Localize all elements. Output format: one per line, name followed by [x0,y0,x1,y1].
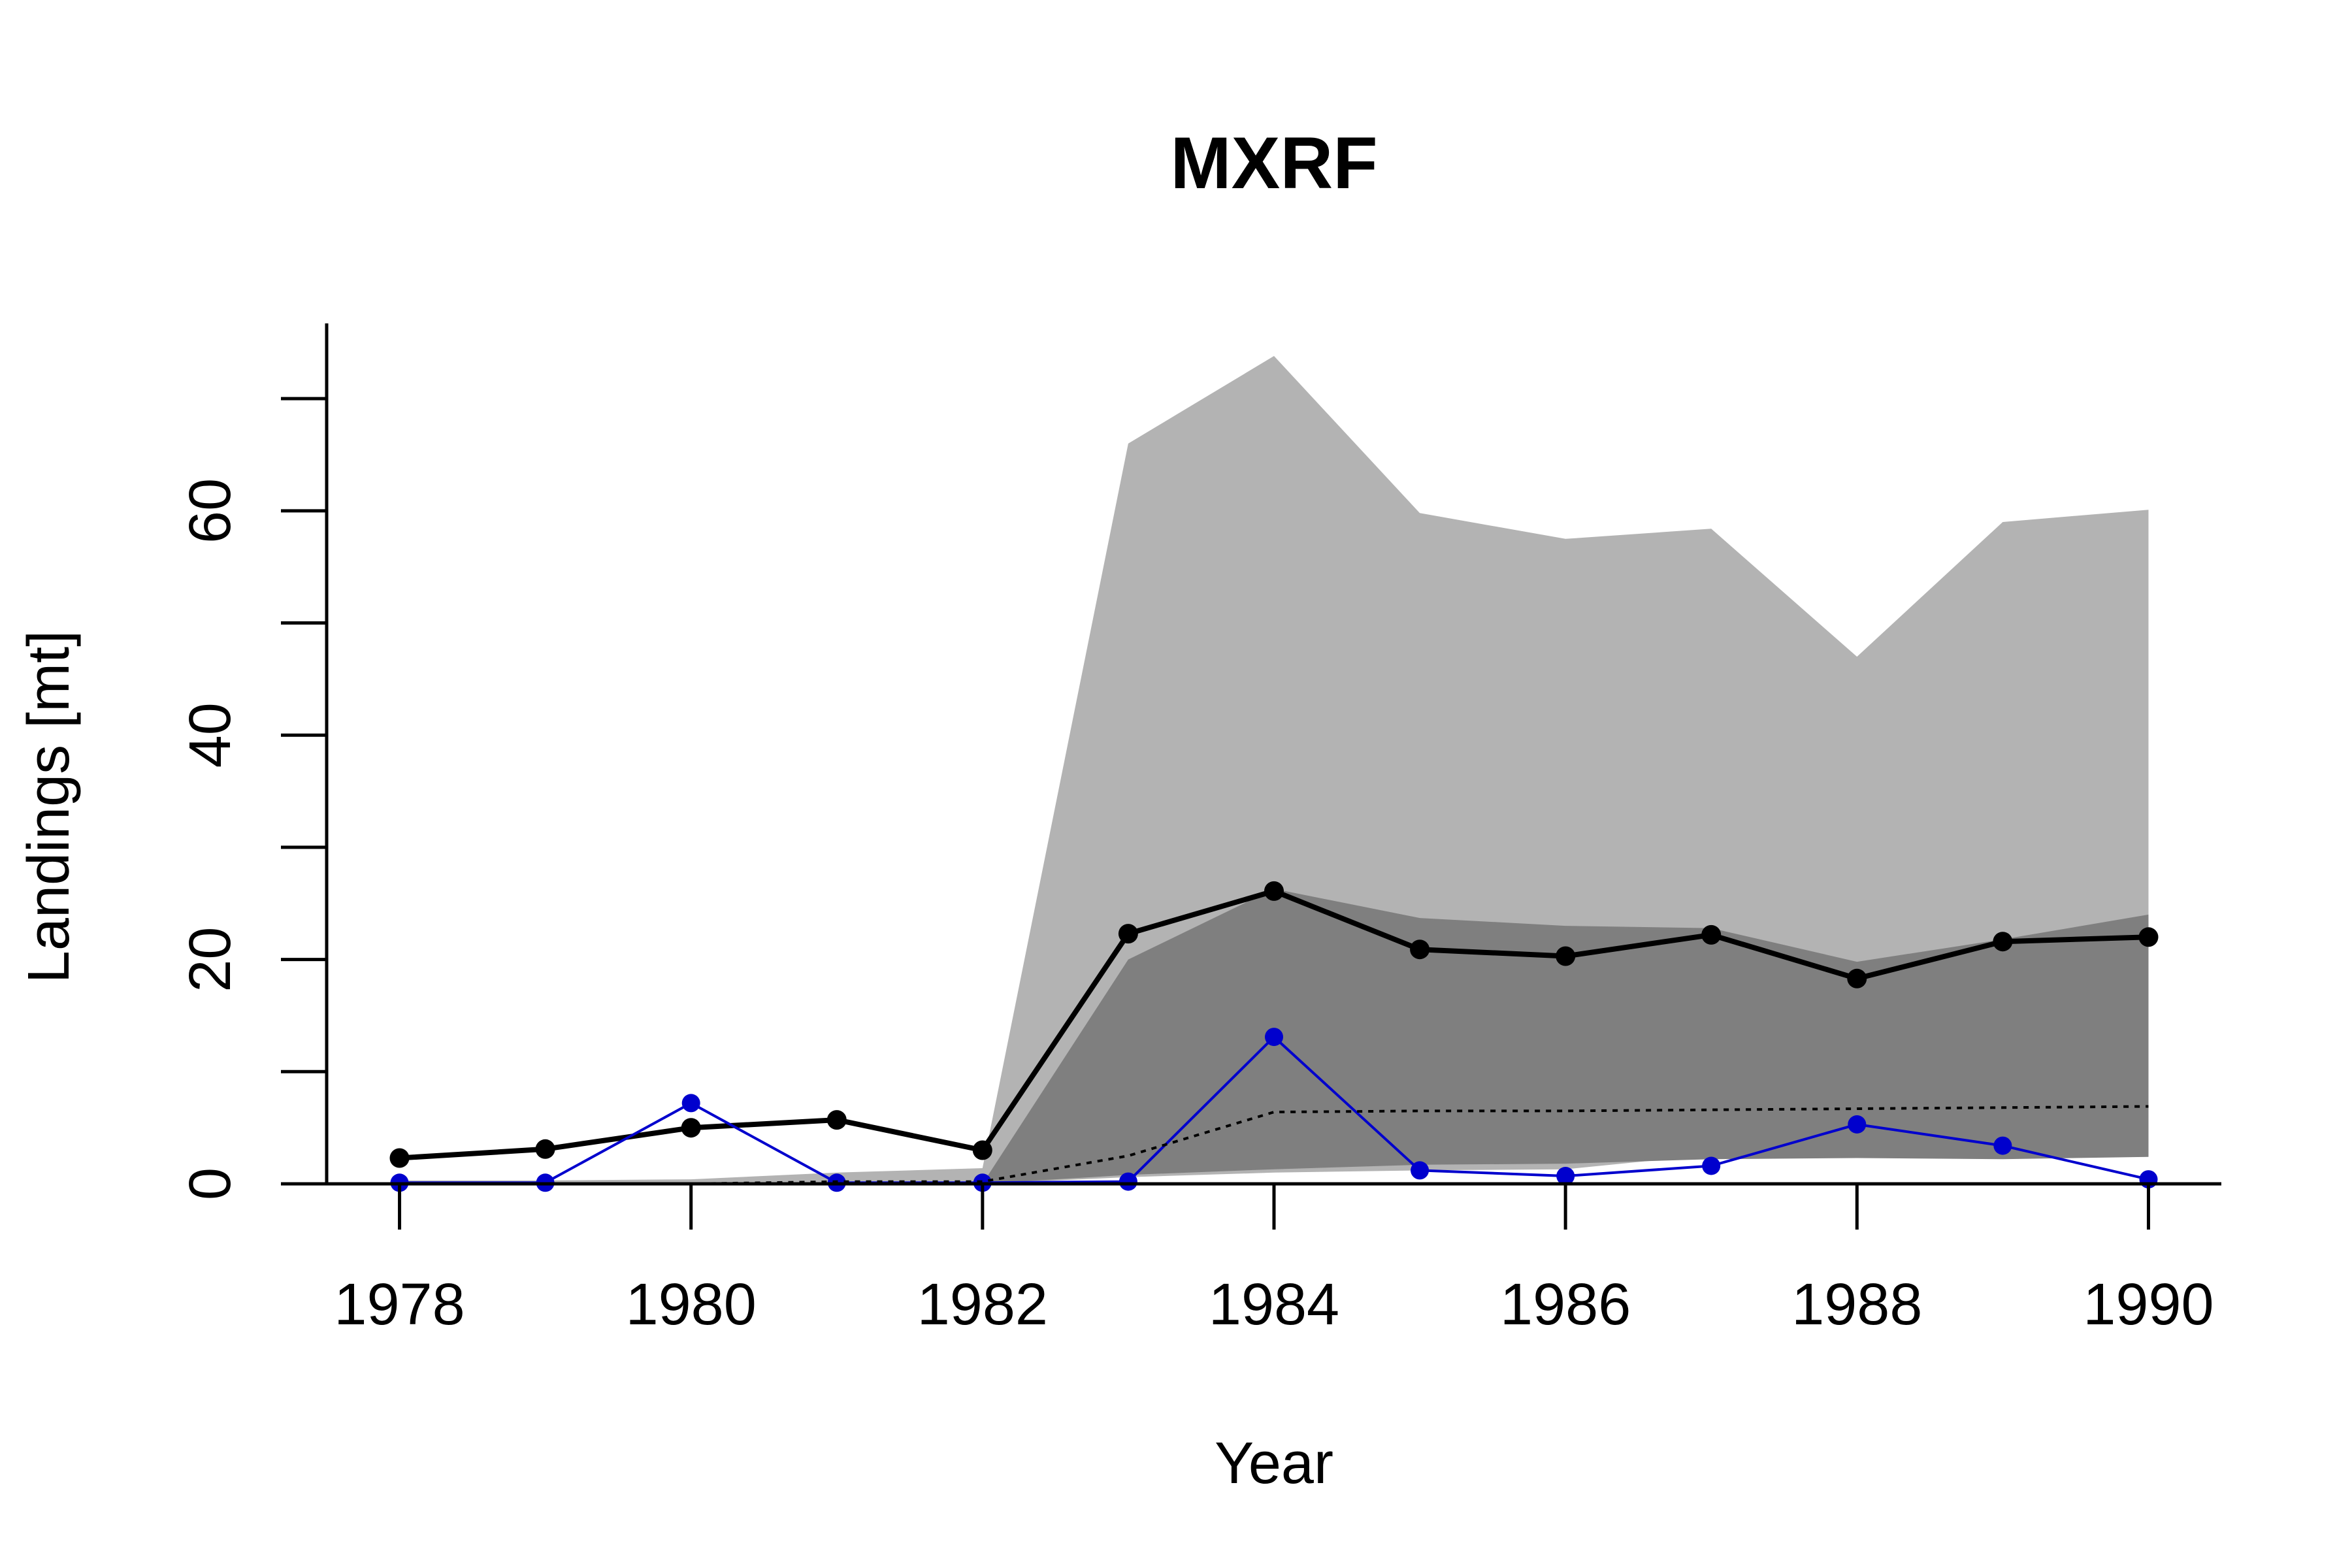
series-2-point [1993,1136,2012,1155]
series-2-point [681,1094,700,1113]
y-tick-label: 0 [178,1168,243,1200]
series-2-point [1848,1115,1867,1134]
series-2-point [1411,1161,1429,1180]
x-tick-label: 1986 [1500,1272,1631,1337]
x-tick-label: 1988 [1791,1272,1922,1337]
series-1-point [826,1110,847,1130]
x-tick-label: 1978 [334,1272,465,1337]
series-1-point [2138,927,2159,947]
series-2-point [1119,1172,1137,1191]
axes: 1978 1980 1982 1984 1986 1988 1990 0 20 40 60 [178,323,2221,1337]
x-axis-label: Year [1215,1431,1333,1496]
y-tick-label: 60 [178,478,243,544]
series-1-point [1264,881,1284,901]
y-tick-label: 40 [178,702,243,768]
series-1-point [535,1139,555,1159]
series-1-point [1993,932,2013,952]
series-1-point [972,1140,992,1160]
x-tick-label: 1982 [917,1272,1048,1337]
x-tick-label: 1984 [1209,1272,1339,1337]
series-2-point [1265,1028,1283,1047]
series-1-point [1118,924,1138,944]
series-1-point [1701,924,1722,945]
series-2-point [1556,1167,1575,1185]
y-tick-label: 20 [178,927,243,992]
y-axis-label: Landings [mt] [16,630,82,983]
series-1-point [1410,939,1430,960]
chart-title: MXRF [1170,122,1377,204]
series-1-point [1556,946,1576,966]
series-1-point [389,1148,410,1168]
x-tick-label: 1990 [2083,1272,2213,1337]
series-2-point [1702,1156,1721,1175]
series-1-point [1847,968,1867,988]
x-tick-label: 1980 [626,1272,757,1337]
series-1-point [681,1118,701,1138]
uncertainty-bands [399,355,2149,1184]
